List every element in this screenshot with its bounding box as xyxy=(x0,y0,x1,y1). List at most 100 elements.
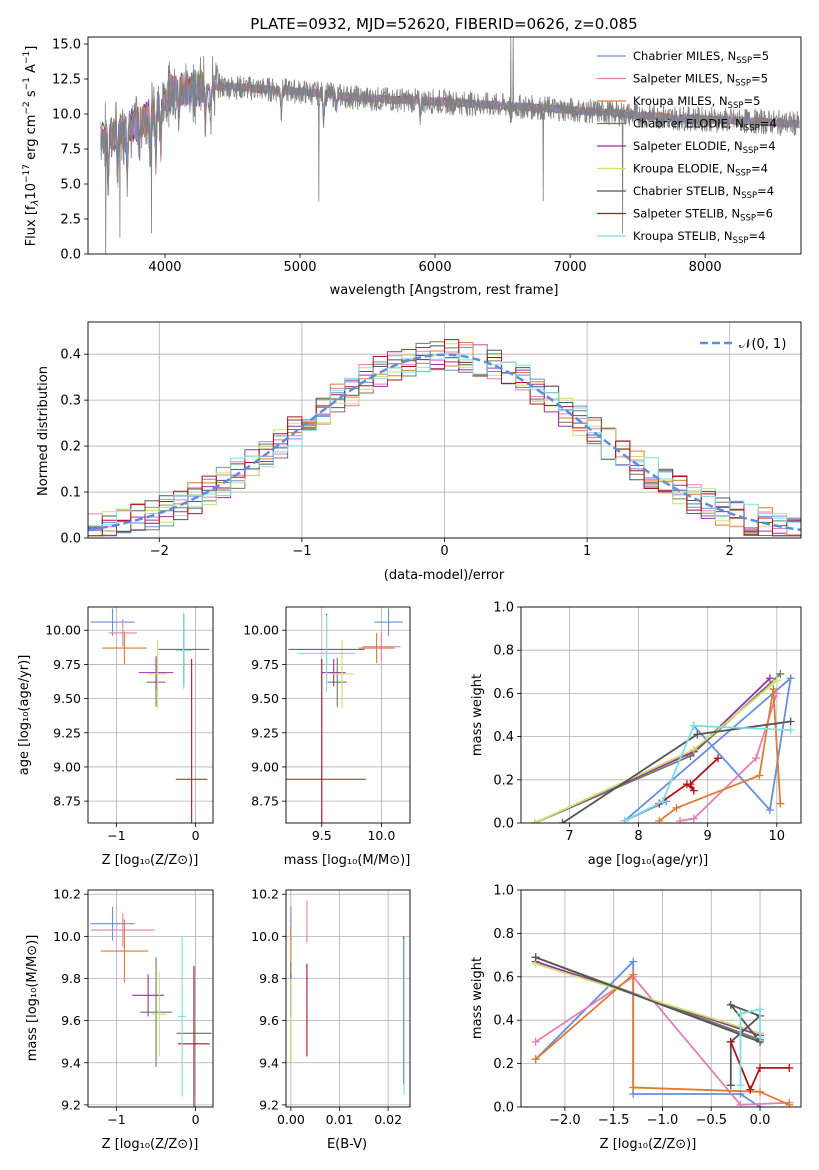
mwZ-marker-0-1 xyxy=(629,957,638,966)
mwZ-marker-7-3 xyxy=(785,1063,794,1072)
ageZ-ytick-label-5: 10.00 xyxy=(45,623,81,638)
residuals-ytick-label-2: 0.2 xyxy=(60,440,81,455)
massE-xtick-label-1: 0.01 xyxy=(326,1112,354,1127)
massZ-ytick-label-3: 9.8 xyxy=(61,971,81,986)
mwZ-marker-2-4 xyxy=(785,1100,794,1107)
residuals-ytick-label-1: 0.1 xyxy=(60,486,81,501)
mwAge-marker-2-0 xyxy=(655,816,664,823)
massE-xtick-label-2: 0.02 xyxy=(374,1112,402,1127)
ageM-ytick-label-4: 9.75 xyxy=(251,657,279,672)
legend-label-3: Chabrier ELODIE, NSSP=4 xyxy=(633,117,777,134)
spectrum-ytick-label-2: 5.0 xyxy=(60,178,81,193)
spectrum-xtick-label-2: 6000 xyxy=(419,260,452,275)
mwZ-ytick-label-4: 0.8 xyxy=(493,927,514,942)
mwAge-marker-6-1 xyxy=(693,730,702,739)
mwAge-marker-8-0 xyxy=(620,816,629,823)
mwAge-marker-0-1 xyxy=(765,806,774,815)
hist-krou_stelib xyxy=(88,353,801,527)
massE-ytick-label-5: 10.2 xyxy=(251,887,279,902)
mwAge-marker-7-4 xyxy=(714,754,723,763)
age-vs-mass-panel: mass [log₁₀(M/M⊙)] 9.5 10.0 8.75 9.00 9.25 9.… xyxy=(243,606,411,868)
mwZ-plot-area xyxy=(531,953,794,1107)
spectrum-ytick-label-6: 15.0 xyxy=(52,38,81,53)
spectrum-ytick-label-0: 0.0 xyxy=(60,248,81,263)
mwAge-ytick-label-3: 0.6 xyxy=(493,687,514,702)
massE-ytick-label-2: 9.6 xyxy=(259,1013,279,1028)
mwAge-xtick-label-3: 10 xyxy=(769,829,786,844)
mwZ-line-6 xyxy=(535,956,763,1086)
ageM-ytick-label-0: 8.75 xyxy=(251,794,279,809)
legend-label-2: Kroupa MILES, NSSP=5 xyxy=(633,94,760,111)
residuals-x-label: (data-model)/error xyxy=(384,568,505,583)
mwAge-marker-6-0 xyxy=(558,819,567,823)
mwAge-marker-5-2 xyxy=(772,676,781,685)
legend-label-0: Chabrier MILES, NSSP=5 xyxy=(633,49,769,66)
massE-xtick-label-0: 0.00 xyxy=(277,1112,305,1127)
mass-weight-vs-age-panel: age [log₁₀(age/yr)] mass weight 7 8 9 10 0.0… xyxy=(470,601,802,868)
mwAge-marker-8-2 xyxy=(689,721,698,730)
spectrum-ytick-label-5: 12.5 xyxy=(52,73,81,88)
massZ-ytick-label-5: 10.2 xyxy=(53,887,81,902)
mwZ-marker-2-1 xyxy=(629,970,638,979)
mwAge-marker-2-1 xyxy=(672,803,681,812)
residuals-ytick-label-0: 0.0 xyxy=(60,532,81,547)
legend-gauss-label: 𝒩(0, 1) xyxy=(739,337,786,352)
mwZ-marker-6-5 xyxy=(726,1081,735,1090)
normal-curve xyxy=(88,353,801,532)
massZ-ytick-label-1: 9.4 xyxy=(61,1055,81,1070)
mwZ-ytick-label-2: 0.4 xyxy=(493,1014,514,1029)
residuals-ytick-label-4: 0.4 xyxy=(60,348,81,363)
spectrum-legend: Chabrier MILES, NSSP=5 Salpeter MILES, NS… xyxy=(597,49,777,246)
mwZ-marker-8-2 xyxy=(756,1005,765,1014)
residuals-xtick-label-2: 0 xyxy=(440,544,448,559)
ageM-ytick-label-2: 9.25 xyxy=(251,725,279,740)
spectrum-ytick-label-1: 2.5 xyxy=(60,213,81,228)
mwAge-marker-1-2 xyxy=(752,754,761,763)
ageM-ytick-label-5: 10.00 xyxy=(243,623,279,638)
spectrum-title: PLATE=0932, MJD=52620, FIBERID=0626, z=0… xyxy=(250,15,637,33)
mwZ-ytick-label-1: 0.2 xyxy=(493,1057,514,1072)
mwZ-ytick-label-5: 1.0 xyxy=(493,884,514,899)
spectrum-xtick-label-0: 4000 xyxy=(148,260,181,275)
ageZ-xtick-label-0: −1 xyxy=(107,828,125,843)
mwZ-marker-8-1 xyxy=(736,1009,745,1018)
residuals-xtick-label-0: −2 xyxy=(150,544,169,559)
hist-chab_miles xyxy=(88,344,801,534)
mwAge-marker-2-4 xyxy=(776,799,785,808)
residuals-ytick-label-3: 0.3 xyxy=(60,394,81,409)
mwZ-marker-1-2 xyxy=(736,1100,745,1107)
mwAge-line-8 xyxy=(624,724,791,822)
mwAge-ytick-label-4: 0.8 xyxy=(493,644,514,659)
age-vs-Z-panel: Z [log₁₀(Z/Z⊙)] age [log₁₀(age/yr)] −1 0 8… xyxy=(17,606,214,868)
mwAge-marker-6-2 xyxy=(786,717,795,726)
ageZ-frame xyxy=(87,606,214,824)
spectrum-x-label: wavelength [Angstrom, rest frame] xyxy=(330,283,559,298)
mwAge-marker-5-0 xyxy=(530,819,539,823)
massZ-frame xyxy=(87,889,214,1108)
mwAge-y-label: mass weight xyxy=(470,674,485,756)
mwZ-marker-7-0 xyxy=(726,1037,735,1046)
ageM-ytick-label-1: 9.00 xyxy=(251,759,279,774)
massE-ytick-label-3: 9.8 xyxy=(259,971,279,986)
massZ-ytick-label-2: 9.6 xyxy=(61,1013,81,1028)
mwAge-marker-1-1 xyxy=(689,814,698,823)
legend-label-4: Salpeter ELODIE, NSSP=4 xyxy=(633,139,776,156)
mwAge-marker-2-2 xyxy=(755,771,764,780)
mwZ-xtick-label-1: −1.5 xyxy=(598,1113,630,1128)
ageZ-ytick-label-1: 9.00 xyxy=(53,759,81,774)
residuals-frame xyxy=(87,321,802,539)
mwAge-ytick-label-2: 0.4 xyxy=(493,730,514,745)
massE-ytick-label-1: 9.4 xyxy=(259,1055,279,1070)
mwZ-marker-6-2 xyxy=(726,1001,735,1010)
mwAge-marker-2-3 xyxy=(769,685,778,694)
mwZ-xtick-label-2: −1.0 xyxy=(647,1113,679,1128)
ageM-xtick-label-1: 10.0 xyxy=(367,828,395,843)
mwAge-xtick-label-0: 7 xyxy=(565,829,573,844)
ageM-xtick-label-0: 9.5 xyxy=(312,828,332,843)
mwZ-marker-2-2 xyxy=(629,1083,638,1092)
ageZ-xtick-label-1: 0 xyxy=(192,828,200,843)
mwZ-ytick-label-0: 0.0 xyxy=(493,1101,514,1116)
massZ-xtick-label-0: −1 xyxy=(107,1112,125,1127)
mwZ-marker-2-0 xyxy=(531,1055,540,1064)
mwZ-xtick-label-0: −2.0 xyxy=(549,1113,581,1128)
